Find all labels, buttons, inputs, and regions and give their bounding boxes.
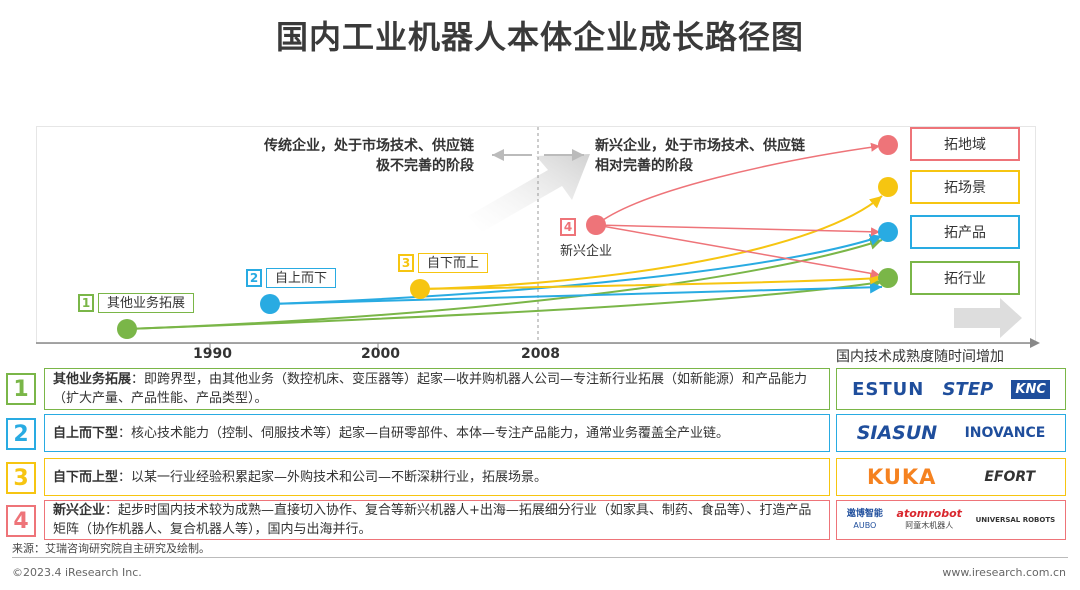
knc-logo: KNC <box>1011 379 1050 399</box>
target-product-node <box>878 222 898 242</box>
row-description-2: 自上而下型：核心技术能力（控制、伺服技术等）起家—自研零部件、本体—专注产品能力… <box>44 414 830 452</box>
row-description-1: 其他业务拓展：即跨界型，由其他业务（数控机床、变压器等）起家—收并购机器人公司—… <box>44 368 830 410</box>
estun-logo: ESTUN <box>852 378 925 400</box>
row-text: ：起步时国内技术较为成熟—直接切入协作、复合等新兴机器人+出海—拓展细分行业（如… <box>53 503 812 537</box>
stage4-path-to-region <box>595 142 881 226</box>
logo-box-4: 遨博智能 AUBO atomrobot 阿童木机器人 UNIVERSAL ROB… <box>836 500 1066 540</box>
stage3-path-to-industry <box>419 272 883 290</box>
emerging-phase-text: 新兴企业，处于市场技术、供应链 相对完善的阶段 <box>595 136 855 176</box>
stage-label-2: 2 自上而下 <box>246 267 337 289</box>
stage4-path-to-product <box>595 224 881 237</box>
stage-name: 自下而上 <box>418 253 489 273</box>
universal-robots-logo: UNIVERSAL ROBOTS <box>975 516 1056 524</box>
footer-divider <box>12 557 1068 558</box>
stage4-node <box>586 215 606 235</box>
row-heading: 自下而上型 <box>53 469 119 485</box>
efort-logo: EFORT <box>984 469 1036 485</box>
copyright-text: ©2023.4 iResearch Inc. <box>12 566 142 579</box>
stage2-path-to-product <box>269 234 883 305</box>
year-label-2008: 2008 <box>521 346 560 362</box>
target-box-scene: 拓场景 <box>910 170 1020 204</box>
row-number-4: 4 <box>6 505 36 537</box>
traditional-phase-line: 传统企业，处于市场技术、供应链 <box>264 138 474 154</box>
stage3-path-to-scene <box>419 195 883 290</box>
atomrobot-cn: 阿童木机器人 <box>905 521 954 530</box>
row-description-3: 自下而上型：以某一行业经验积累起家—外购技术和公司—不断深耕行业，拓展场景。 <box>44 458 830 496</box>
kuka-logo: KUKA <box>866 465 937 489</box>
stage2-path-to-industry <box>269 281 883 305</box>
inovance-logo: INOVANCE <box>964 425 1046 441</box>
website-link[interactable]: www.iresearch.com.cn <box>942 566 1066 579</box>
stage-label-4: 4 <box>560 216 580 236</box>
year-label-2000: 2000 <box>361 346 400 362</box>
aubo-en: AUBO <box>853 521 877 530</box>
target-scene-node <box>878 177 898 197</box>
siasun-logo: SIASUN <box>856 422 938 444</box>
target-box-region: 拓地域 <box>910 127 1020 161</box>
growth-direction-arrow <box>468 154 590 232</box>
target-box-product: 拓产品 <box>910 215 1020 249</box>
stage-number: 1 <box>78 294 94 312</box>
row-text: ：即跨界型，由其他业务（数控机床、变压器等）起家—收并购机器人公司—专注新行业拓… <box>53 372 808 406</box>
aubo-logo: 遨博智能 AUBO <box>847 509 883 531</box>
traditional-phase-line: 极不完善的阶段 <box>376 158 474 174</box>
row-number-1: 1 <box>6 373 36 405</box>
stage1-node <box>117 319 137 339</box>
target-box-industry: 拓行业 <box>910 261 1020 295</box>
x-axis-arrowhead <box>1030 338 1040 348</box>
atomrobot-en: atomrobot <box>896 507 962 520</box>
stage4-path-to-industry <box>595 224 881 278</box>
traditional-phase-text: 传统企业，处于市场技术、供应链 极不完善的阶段 <box>230 136 474 176</box>
target-region-node <box>878 135 898 155</box>
stage-number: 3 <box>398 254 414 272</box>
stage-number: 2 <box>246 269 262 287</box>
step-logo: STEP <box>942 378 994 400</box>
source-note: 来源：艾瑞咨询研究院自主研究及绘制。 <box>12 542 210 555</box>
stage-label-3: 3 自下而上 <box>398 252 489 274</box>
target-industry-node <box>878 268 898 288</box>
stage-name: 自上而下 <box>266 268 337 288</box>
row-heading: 新兴企业 <box>53 503 106 518</box>
stage-label-1: 1 其他业务拓展 <box>78 292 195 314</box>
logo-box-3: KUKA EFORT <box>836 458 1066 496</box>
page-title: 国内工业机器人本体企业成长路径图 <box>275 18 804 56</box>
stage1-path-to-industry <box>126 277 883 330</box>
stage-name: 其他业务拓展 <box>98 293 195 313</box>
logo-box-1: ESTUN STEP KNC <box>836 368 1066 410</box>
row-description-4: 新兴企业：起步时国内技术较为成熟—直接切入协作、复合等新兴机器人+出海—拓展细分… <box>44 500 830 540</box>
stage2-node <box>260 294 280 314</box>
x-axis-title: 国内技术成熟度随时间增加 <box>836 349 1004 365</box>
row-text: ：以某一行业经验积累起家—外购技术和公司—不断深耕行业，拓展场景。 <box>118 469 548 485</box>
row-heading: 其他业务拓展 <box>53 372 132 387</box>
row-heading: 自上而下型 <box>53 425 119 441</box>
atomrobot-logo: atomrobot 阿童木机器人 <box>897 508 962 532</box>
row-number-2: 2 <box>6 418 36 450</box>
year-label-1990: 1990 <box>193 346 232 362</box>
emerging-phase-line: 相对完善的阶段 <box>595 158 693 174</box>
emerging-phase-line: 新兴企业，处于市场技术、供应链 <box>595 138 805 154</box>
aubo-cn: 遨博智能 <box>846 509 883 519</box>
maturity-arrow <box>954 298 1022 338</box>
stage-number: 4 <box>560 218 576 236</box>
stage-name-4: 新兴企业 <box>560 244 613 259</box>
row-number-3: 3 <box>6 462 36 494</box>
stage3-node <box>410 279 430 299</box>
logo-box-2: SIASUN INOVANCE <box>836 414 1066 452</box>
row-text: ：核心技术能力（控制、伺服技术等）起家—自研零部件、本体—专注产品能力，通常业务… <box>118 425 730 441</box>
